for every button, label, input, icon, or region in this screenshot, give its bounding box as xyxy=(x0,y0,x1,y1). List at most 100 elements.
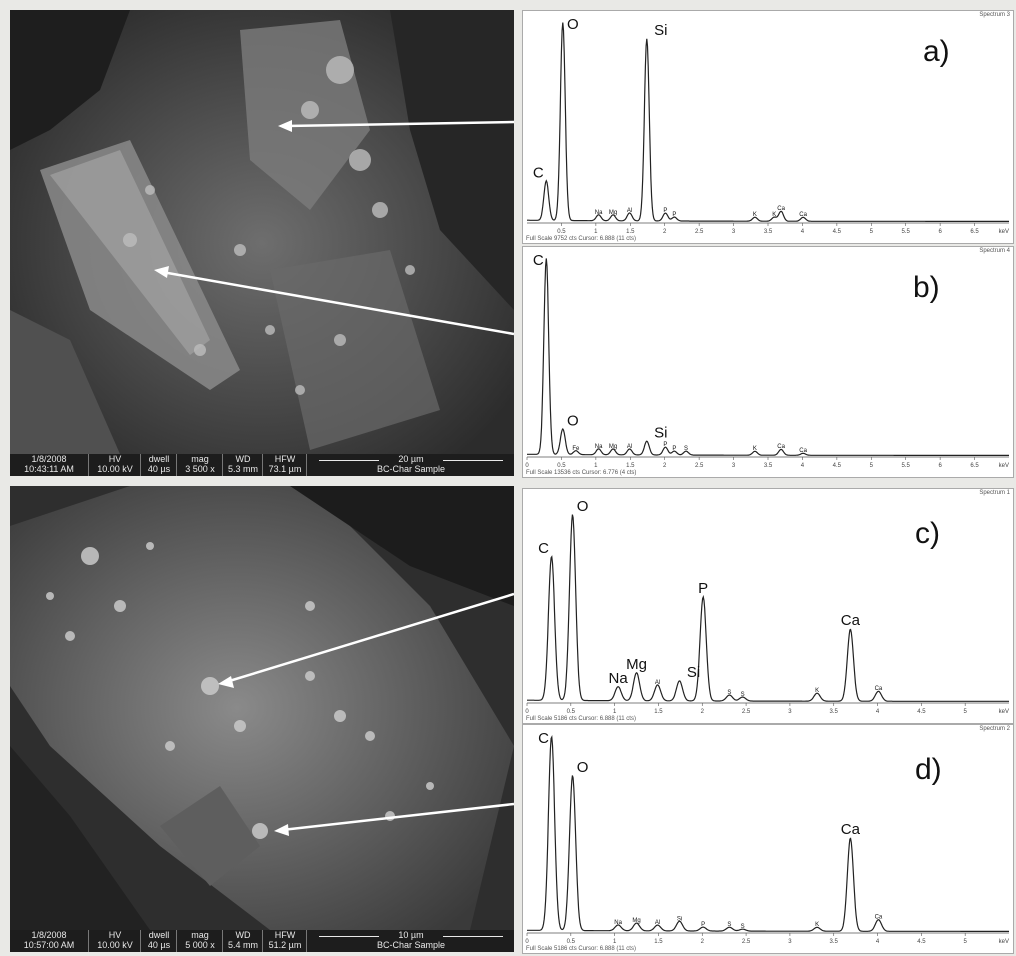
x-tick-label: 1 xyxy=(613,939,617,945)
peak-label: Fe xyxy=(572,446,580,452)
spectrum-footer: Full Scale 5186 cts Cursor: 6.888 (11 ct… xyxy=(526,946,636,952)
peak-label: S xyxy=(727,690,731,696)
peak-label: P xyxy=(663,442,667,448)
peak-label: Si xyxy=(677,916,682,922)
x-tick-label: 3 xyxy=(732,463,736,469)
sem-dwell-label: dwell xyxy=(148,930,170,940)
x-tick-label: 2.5 xyxy=(742,709,751,715)
peak-label: O xyxy=(577,498,589,515)
x-tick-label: 6.5 xyxy=(970,229,979,235)
x-tick-label: 1.5 xyxy=(626,229,635,235)
x-tick-label: 3.5 xyxy=(764,229,773,235)
x-tick-label: 2 xyxy=(663,229,667,235)
peak-label: Na xyxy=(609,670,629,687)
spectrum-line xyxy=(527,514,1009,702)
peak-label: Na xyxy=(614,920,622,926)
x-tick-label: 1 xyxy=(594,463,598,469)
sem-hv: 10.00 kV xyxy=(97,940,133,950)
peak-label: P xyxy=(698,580,708,597)
sem-wd-label: WD xyxy=(235,930,251,940)
spectrum-name: Spectrum 4 xyxy=(979,248,1010,254)
spectrum-line xyxy=(527,258,1009,456)
peak-label: P xyxy=(701,922,705,928)
peak-label: P xyxy=(672,212,676,218)
sem-hfw-label: HFW xyxy=(274,454,296,464)
spectrum-panel-c: 0 0.5 1 1.5 2 2.5 3 3.5 4 4.5 5 keV C O Na Mg Al Si P S S K Ca… xyxy=(522,488,1014,724)
x-tick-label: 4.5 xyxy=(833,463,842,469)
x-tick-label: 0.5 xyxy=(557,463,566,469)
peak-label: P xyxy=(672,446,676,452)
peak-label: P xyxy=(663,208,667,214)
peak-label: Al xyxy=(655,680,660,686)
sem-hfw-label: HFW xyxy=(274,930,296,940)
x-tick-label: 2 xyxy=(701,709,705,715)
x-tick-label: 3 xyxy=(788,939,792,945)
x-tick-label: 4 xyxy=(801,229,805,235)
x-tick-label: 6 xyxy=(938,229,942,235)
x-tick-label: 1.5 xyxy=(654,939,663,945)
sem-scale: 20 µm xyxy=(398,454,424,464)
sem-wd: 5.4 mm xyxy=(227,940,258,950)
spectrum-name: Spectrum 2 xyxy=(979,726,1010,732)
x-tick-label: 4.5 xyxy=(833,229,842,235)
sem-wd-label: WD xyxy=(235,454,251,464)
x-tick-label: 1 xyxy=(613,709,617,715)
peak-label: S xyxy=(684,446,688,452)
x-tick-label: 0 xyxy=(525,939,529,945)
sem-time: 10:57:00 AM xyxy=(23,940,75,950)
peak-label: K xyxy=(753,446,757,452)
spectrum-footer: Full Scale 13536 cts Cursor: 6.776 (4 ct… xyxy=(526,470,637,476)
x-tick-label: 5.5 xyxy=(902,463,911,469)
x-tick-label: 3.5 xyxy=(830,709,839,715)
x-tick-label: 3.5 xyxy=(830,939,839,945)
x-tick-label: 3 xyxy=(732,229,736,235)
peak-label: Mg xyxy=(632,918,640,924)
spectrum-chart-a: 0.5 1 1.5 2 2.5 3 3.5 4 4.5 5 5.5 6 6.5 keV C O Na Mg Al Si… xyxy=(527,16,1009,235)
x-tick-label: 1 xyxy=(594,229,598,235)
sem-date: 1/8/2008 xyxy=(31,454,67,464)
sem-scale: 10 µm xyxy=(398,930,424,940)
x-tick-label: 0.5 xyxy=(557,229,566,235)
sem-time: 10:43:11 AM xyxy=(24,464,74,474)
spectrum-name: Spectrum 1 xyxy=(979,490,1010,496)
sem-mag: 5 000 x xyxy=(185,940,215,950)
peak-label: Ca xyxy=(777,206,785,212)
peak-label: Al xyxy=(627,208,632,214)
peak-label: C xyxy=(533,164,544,181)
spectrum-line xyxy=(527,22,1009,222)
x-tick-label: 0.5 xyxy=(567,709,576,715)
spectrum-line xyxy=(527,735,1009,932)
peak-label: Mg xyxy=(626,656,647,673)
peak-label: Ca xyxy=(875,914,883,920)
peak-label: Ca xyxy=(875,686,883,692)
peak-label: Mg xyxy=(609,444,617,450)
x-tick-label: 4 xyxy=(801,463,805,469)
sem-hv-label: HV xyxy=(108,454,122,464)
x-tick-label: 5 xyxy=(870,463,874,469)
peak-label: S xyxy=(727,922,731,928)
sem-hfw: 73.1 µm xyxy=(268,464,302,474)
sem-wd: 5.3 mm xyxy=(227,464,258,474)
x-tick-label: 5 xyxy=(964,939,968,945)
sem-mag: 3 500 x xyxy=(185,464,215,474)
peak-label: K xyxy=(772,212,776,218)
panel-label-c: c) xyxy=(915,517,940,550)
x-tick-label: 4 xyxy=(876,939,880,945)
x-tick-label: 0 xyxy=(525,463,529,469)
peak-label: Na xyxy=(595,444,603,450)
sem-hfw: 51.2 µm xyxy=(268,940,302,950)
sem-dwell-label: dwell xyxy=(148,454,170,464)
x-tick-label: 0.5 xyxy=(567,939,576,945)
spectrum-footer: Full Scale 9752 cts Cursor: 6.888 (11 ct… xyxy=(526,236,636,242)
peak-label: Ca xyxy=(799,212,807,218)
x-axis-unit: keV xyxy=(999,463,1009,469)
peak-label: Ca xyxy=(841,821,861,838)
peak-label: Al xyxy=(655,920,660,926)
spectrum-panel-a: 0.5 1 1.5 2 2.5 3 3.5 4 4.5 5 5.5 6 6.5 keV C O Na Mg Al Si… xyxy=(522,10,1014,244)
sem-info-bar-top: 1/8/2008 10:43:11 AM HV 10.00 kV dwell 4… xyxy=(10,454,514,476)
x-tick-label: 2 xyxy=(663,463,667,469)
x-tick-label: 2.5 xyxy=(695,463,704,469)
peak-label: Al xyxy=(627,444,632,450)
x-axis-unit: keV xyxy=(999,229,1009,235)
x-tick-label: 5 xyxy=(964,709,968,715)
